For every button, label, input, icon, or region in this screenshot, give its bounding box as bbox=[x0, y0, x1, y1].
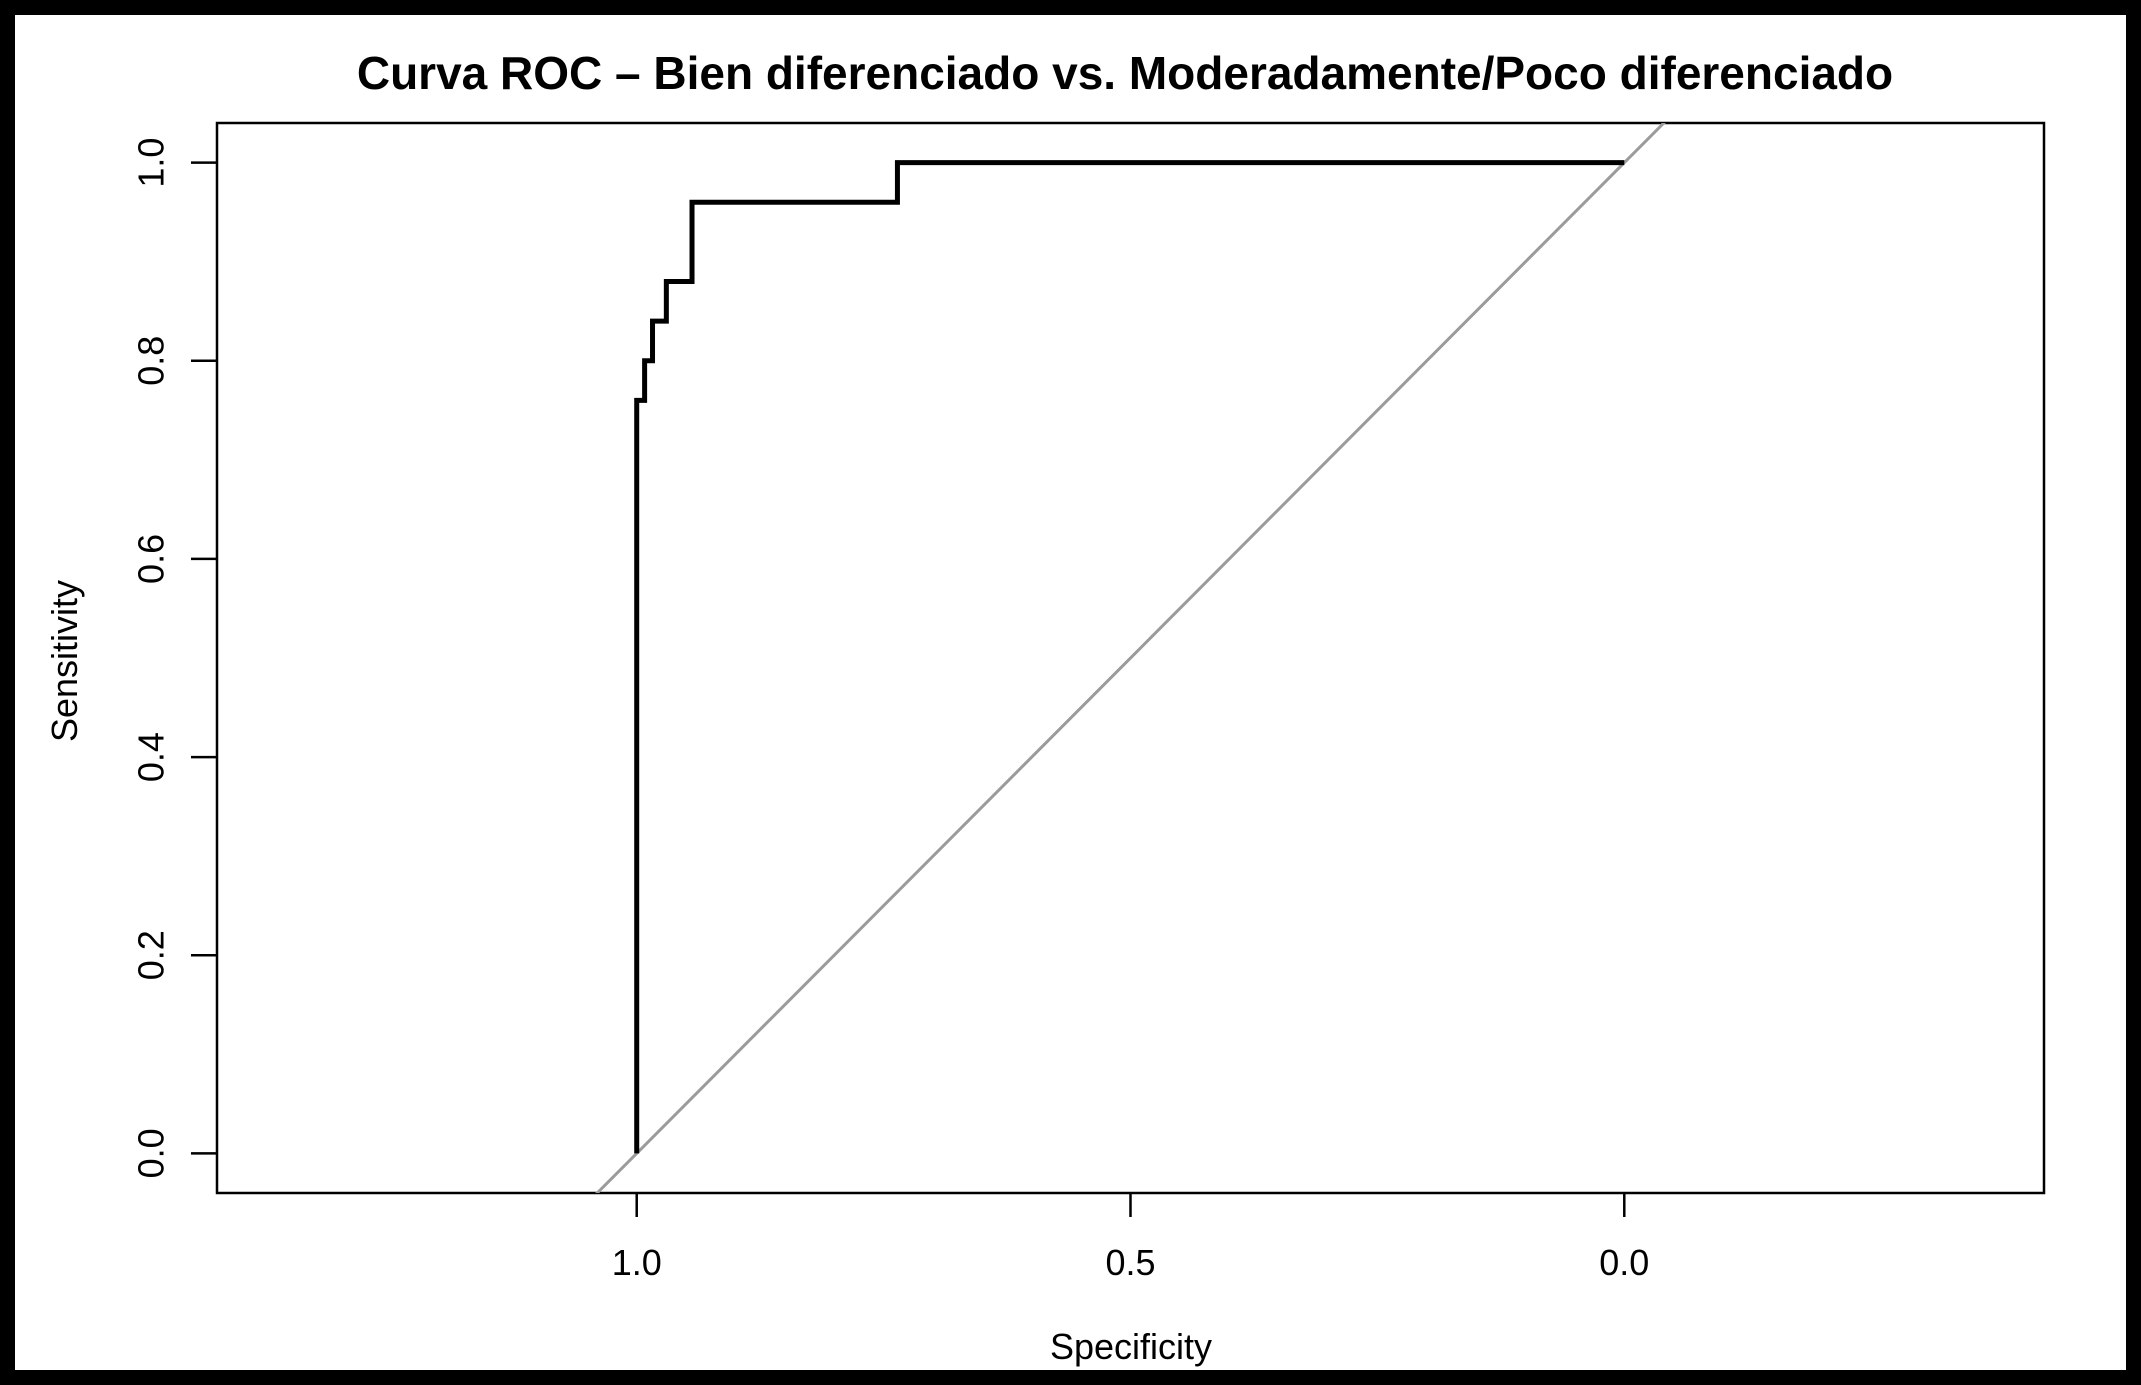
roc-curve-path bbox=[634, 160, 1625, 1154]
y-tick-label: 0.0 bbox=[131, 1128, 172, 1178]
y-tick-label: 0.8 bbox=[131, 336, 172, 386]
x-tick-label: 0.0 bbox=[1599, 1242, 1649, 1283]
y-tick-label: 1.0 bbox=[131, 138, 172, 188]
y-axis: 0.0 0.2 0.4 0.6 0.8 1.0 bbox=[131, 138, 217, 1178]
roc-curve bbox=[634, 160, 1625, 1154]
y-tick-label: 0.2 bbox=[131, 930, 172, 980]
y-tick-label: 0.6 bbox=[131, 534, 172, 584]
y-axis-label: Sensitivity bbox=[44, 580, 85, 742]
x-tick-label: 1.0 bbox=[612, 1242, 662, 1283]
roc-chart-svg: Curva ROC – Bien diferenciado vs. Modera… bbox=[44, 47, 2046, 1367]
x-axis-label: Specificity bbox=[1050, 1326, 1212, 1367]
x-axis: 1.0 0.5 0.0 bbox=[612, 1193, 1649, 1283]
reference-diagonal bbox=[595, 123, 1666, 1193]
diagonal-line bbox=[595, 123, 1666, 1193]
chart-title: Curva ROC – Bien diferenciado vs. Modera… bbox=[357, 47, 1893, 99]
x-tick-label: 0.5 bbox=[1105, 1242, 1155, 1283]
y-tick-label: 0.4 bbox=[131, 732, 172, 782]
